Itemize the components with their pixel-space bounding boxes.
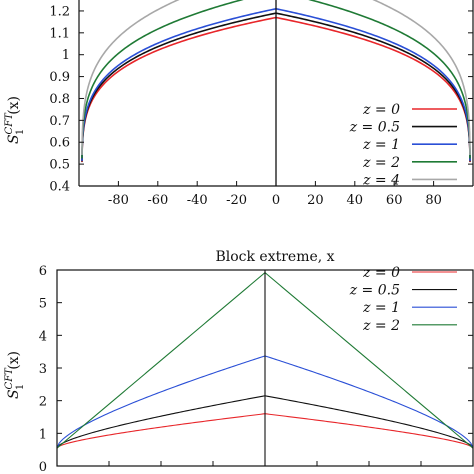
legend-label-z-2: z = 2 [362, 155, 400, 171]
legend-label-z-0: z = 0 [362, 102, 400, 118]
bottom-ticks: 0 1 2 3 4 5 6 [39, 264, 474, 474]
x-tick-label: -40 [187, 193, 208, 208]
y-tick-label: 1.1 [49, 26, 70, 41]
x-tick-label: 0 [272, 193, 280, 208]
top-curves [81, 0, 471, 163]
y-tick-label: 5 [39, 297, 47, 312]
legend-label-z-0: z = 0 [362, 265, 400, 281]
top-legend: z = 0 z = 0.5z = 1 z = 2z = 4 [349, 102, 457, 188]
legend-label-z-2: z = 2 [362, 318, 400, 334]
series-line-z-0-5-right [275, 12, 471, 162]
y-tick-label: 0.8 [49, 92, 70, 107]
y-tick-label: 0.6 [49, 136, 70, 151]
bottom-legend: z = 0 z = 0.5z = 1 z = 2 [349, 265, 457, 334]
top-chart: -80 -60 -40 -20 0 20 40 60 80 0.4 0.5 0.6 0.7 0.8 0.9 1… [4, 0, 474, 265]
legend-label-z-1: z = 1 [362, 137, 400, 153]
y-tick-label: 1 [62, 48, 70, 63]
y-tick-label: 1 [39, 427, 47, 442]
legend-label-z-4: z = 4 [362, 172, 400, 188]
y-tick-label: 6 [39, 264, 47, 279]
y-tick-label: 0.4 [49, 180, 70, 195]
series-line-z-1-right [275, 7, 471, 161]
series-line-z-0-left [81, 16, 277, 163]
top-y-axis-label: SCFT1(x) [4, 96, 26, 144]
series-line-z-0-right [275, 16, 471, 163]
y-tick-label: 0.9 [49, 70, 70, 85]
y-tick-label: 4 [39, 329, 47, 344]
top-x-axis-label: Block extreme, x [215, 249, 334, 265]
x-tick-label: 60 [386, 193, 403, 208]
y-tick-label: 1.2 [49, 4, 70, 19]
series-line-z-2-left [81, 0, 244, 159]
x-tick-label: -80 [108, 193, 129, 208]
series-line-z-4-right [372, 0, 471, 156]
top-ticks: -80 -60 -40 -20 0 20 40 60 80 0.4 0.5 0.6 0.7 0.8 0.9 1… [49, 4, 473, 208]
x-tick-label: -60 [147, 193, 168, 208]
y-tick-label: 3 [39, 362, 47, 377]
x-tick-label: 40 [347, 193, 364, 208]
series-line-z-4-left [81, 0, 180, 156]
series-line-z-2-right [308, 0, 471, 159]
legend-label-z-0-5: z = 0.5 [349, 120, 400, 136]
x-tick-label: -20 [226, 193, 247, 208]
legend-label-z-1: z = 1 [362, 300, 400, 316]
series-line-z-0-5-left [81, 12, 277, 162]
x-tick-label: 20 [307, 193, 324, 208]
legend-label-z-0-5: z = 0.5 [349, 283, 400, 299]
bottom-chart: 0 1 2 3 4 5 6 z = 0 z = 0.5z = 1 z = 2 SCFT1(x) [4, 264, 474, 474]
y-tick-label: 0.5 [49, 158, 70, 173]
y-tick-label: 0 [39, 460, 47, 474]
y-tick-label: 0.7 [49, 114, 70, 129]
x-tick-label: 80 [425, 193, 442, 208]
bottom-y-axis-label: SCFT1(x) [4, 351, 26, 399]
series-line-z-1-left [81, 7, 277, 161]
y-tick-label: 2 [39, 395, 47, 410]
